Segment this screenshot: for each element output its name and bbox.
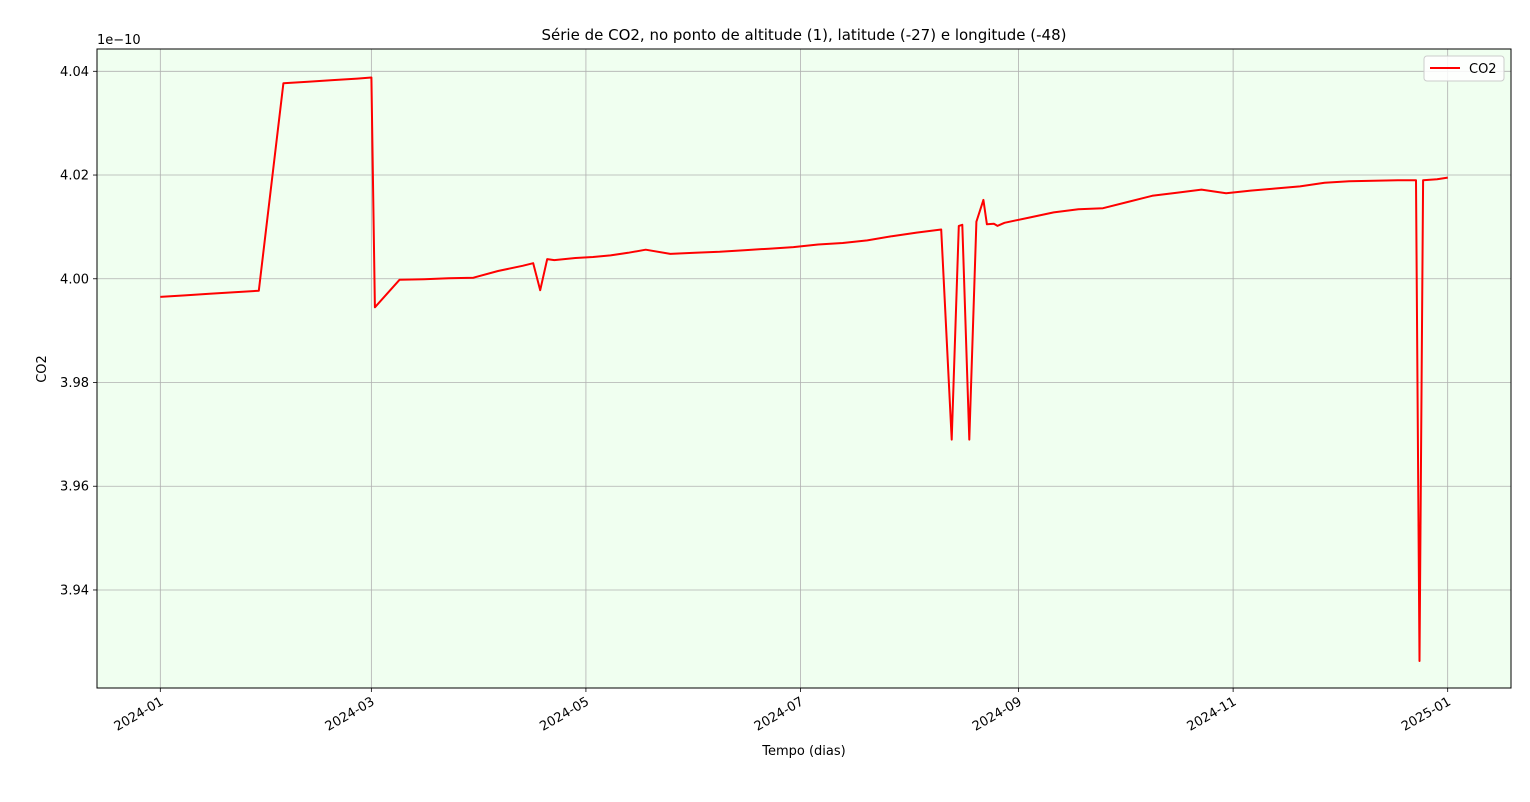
y-tick-label: 4.00: [60, 272, 89, 287]
y-axis-label: CO2: [35, 355, 50, 383]
y-tick-label: 4.02: [60, 169, 89, 184]
series-line-co2: [160, 76, 1448, 662]
x-tick-label: 2024-01: [112, 694, 167, 734]
y-tick-label: 3.98: [60, 376, 89, 391]
chart-title: Série de CO2, no ponto de altitude (1), …: [542, 26, 1067, 44]
x-tick-label: 2024-05: [537, 694, 592, 734]
series-layer: [160, 76, 1448, 662]
x-tick-label: 2024-11: [1185, 694, 1240, 734]
y-tick-label: 4.04: [60, 65, 89, 80]
plot-frame: [96, 48, 1512, 689]
legend: CO2: [1423, 55, 1505, 82]
plot-area: [97, 49, 1511, 688]
y-tick-label: 3.96: [60, 480, 89, 495]
y-tick-label: 3.94: [60, 583, 89, 598]
x-axis-label: Tempo (dias): [761, 744, 845, 759]
x-tick-label: 2024-09: [970, 694, 1025, 734]
x-tick-label: 2025-01: [1399, 694, 1454, 734]
y-axis-offset-label: 1e−10: [97, 33, 141, 48]
legend-label: CO2: [1469, 62, 1497, 77]
legend-box: [1423, 55, 1505, 82]
x-axis-ticks: 2024-01 2024-03 2024-05 2024-07 2024-09 2024-…: [112, 688, 1454, 735]
x-tick-label: 2024-03: [323, 694, 378, 734]
grid-lines: [97, 49, 1511, 688]
y-axis-ticks: 3.94 3.96 3.98 4.00 4.02 4.04: [60, 65, 97, 598]
x-tick-label: 2024-07: [752, 694, 807, 734]
